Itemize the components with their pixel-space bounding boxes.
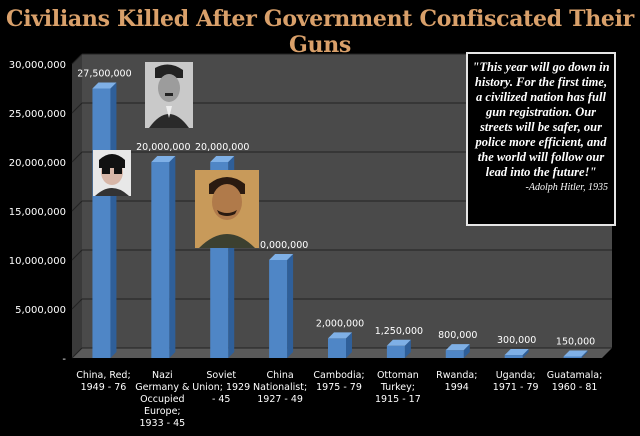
x-tick-label-line: Ottoman (377, 370, 419, 381)
bar-side (169, 156, 176, 358)
y-tick-label: 25,000,000 (9, 109, 66, 120)
bar-top (210, 156, 235, 162)
bar-top (269, 254, 294, 260)
quote-box: "This year will go down in history. For … (466, 52, 616, 226)
data-label: 1,250,000 (375, 326, 423, 337)
bar (563, 356, 582, 358)
bar-top (92, 82, 117, 89)
x-tick-label: Nazi Germany & Occupied Europe; 1933 - 45 (135, 370, 190, 429)
gridline-diag (71, 53, 83, 65)
bar (151, 162, 170, 358)
x-tick-label-line: Nationalist; (253, 382, 307, 393)
portrait-mao-photo (93, 150, 131, 196)
bar (269, 260, 288, 358)
gridline-diag (71, 151, 83, 163)
bar-top (151, 156, 176, 162)
x-tick-label-line: Guatamala; (547, 370, 603, 381)
y-tick-label: 20,000,000 (9, 158, 66, 169)
x-tick-label-line: - 45 (212, 394, 231, 405)
bar (386, 345, 405, 358)
data-label: 150,000 (556, 337, 595, 348)
x-tick-label-line: 1960 - 81 (552, 382, 598, 393)
x-tick-label-line: 1949 - 76 (81, 382, 127, 393)
x-tick-label-line: Rwanda; (436, 370, 477, 381)
quote-text: "This year will go down in history. For … (472, 60, 610, 179)
bar (328, 338, 346, 358)
bar-top (386, 339, 411, 346)
portrait-hitler-photo (145, 62, 193, 128)
x-tick-label-line: Cambodia; (313, 370, 364, 381)
x-tick-label: Cambodia; 1975 - 79 (313, 370, 364, 393)
data-label: 2,000,000 (316, 318, 364, 329)
x-tick-label-line: Europe; (144, 406, 181, 417)
x-tick-label-line: Uganda; (496, 370, 536, 381)
x-tick-label-line: 1915 - 17 (375, 394, 421, 405)
bar-side (522, 349, 529, 358)
x-tick-label-line: 1975 - 79 (316, 382, 362, 393)
x-tick-label-line: Union; 1929 (192, 382, 250, 393)
bar-top (445, 344, 470, 351)
chart-title: Civilians Killed After Government Confis… (6, 6, 634, 58)
x-tick-label: Soviet Union; 1929- 45 (192, 370, 250, 405)
data-label: 20,000,000 (195, 142, 249, 153)
x-tick-label-line: Occupied (140, 394, 185, 405)
y-tick-label: 10,000,000 (9, 256, 66, 267)
gridline-diag (71, 200, 83, 212)
x-tick-label-line: Germany & (135, 382, 190, 393)
y-tick-label: - (62, 354, 66, 365)
x-tick-label-line: Soviet (206, 370, 236, 381)
data-label: 300,000 (497, 335, 536, 346)
x-tick-label-line: China, Red; (76, 370, 130, 381)
x-tick-label-line: 1927 - 49 (257, 394, 303, 405)
bar-side (404, 339, 411, 358)
x-tick-label: Guatamala; 1960 - 81 (547, 370, 603, 393)
x-tick-label: Uganda; 1971 - 79 (493, 370, 539, 393)
x-tick-label: Rwanda; 1994 (436, 370, 477, 393)
bar-top (563, 350, 588, 357)
y-tick-label: 5,000,000 (15, 305, 66, 316)
x-tick-label: China, Red; 1949 - 76 (76, 370, 130, 393)
x-tick-label-line: China (267, 370, 294, 381)
x-tick-label: Ottoman Turkey; 1915 - 17 (375, 370, 421, 405)
bar-top (504, 349, 529, 356)
gridline-diag (71, 298, 83, 310)
bar (92, 88, 111, 358)
data-label: 10,000,000 (254, 240, 308, 251)
x-tick-label-line: 1994 (445, 382, 469, 393)
gridline-diag (71, 102, 83, 114)
x-tick-label: China Nationalist; 1927 - 49 (253, 370, 307, 405)
quote-attribution: -Adolph Hitler, 1935 (525, 182, 609, 193)
data-label: 27,500,000 (77, 69, 131, 80)
portrait-stalin-photo (195, 170, 259, 248)
bar (445, 350, 464, 358)
y-tick-label: 30,000,000 (9, 60, 66, 71)
x-tick-label-line: Nazi (152, 370, 173, 381)
bar-side (463, 344, 470, 358)
bar (504, 355, 523, 358)
gridline-diag (71, 347, 83, 359)
data-label: 800,000 (438, 330, 477, 341)
gridline-diag (71, 249, 83, 261)
x-tick-label-line: 1933 - 45 (139, 418, 185, 429)
y-tick-label: 15,000,000 (9, 207, 66, 218)
data-label: 20,000,000 (136, 142, 190, 153)
bar-side (346, 332, 352, 358)
bar-side (581, 350, 588, 358)
bar-side (110, 82, 117, 358)
bar-side (287, 254, 294, 358)
bar-top (328, 332, 352, 339)
x-tick-label-line: 1971 - 79 (493, 382, 539, 393)
x-tick-label-line: Turkey; (380, 382, 415, 393)
